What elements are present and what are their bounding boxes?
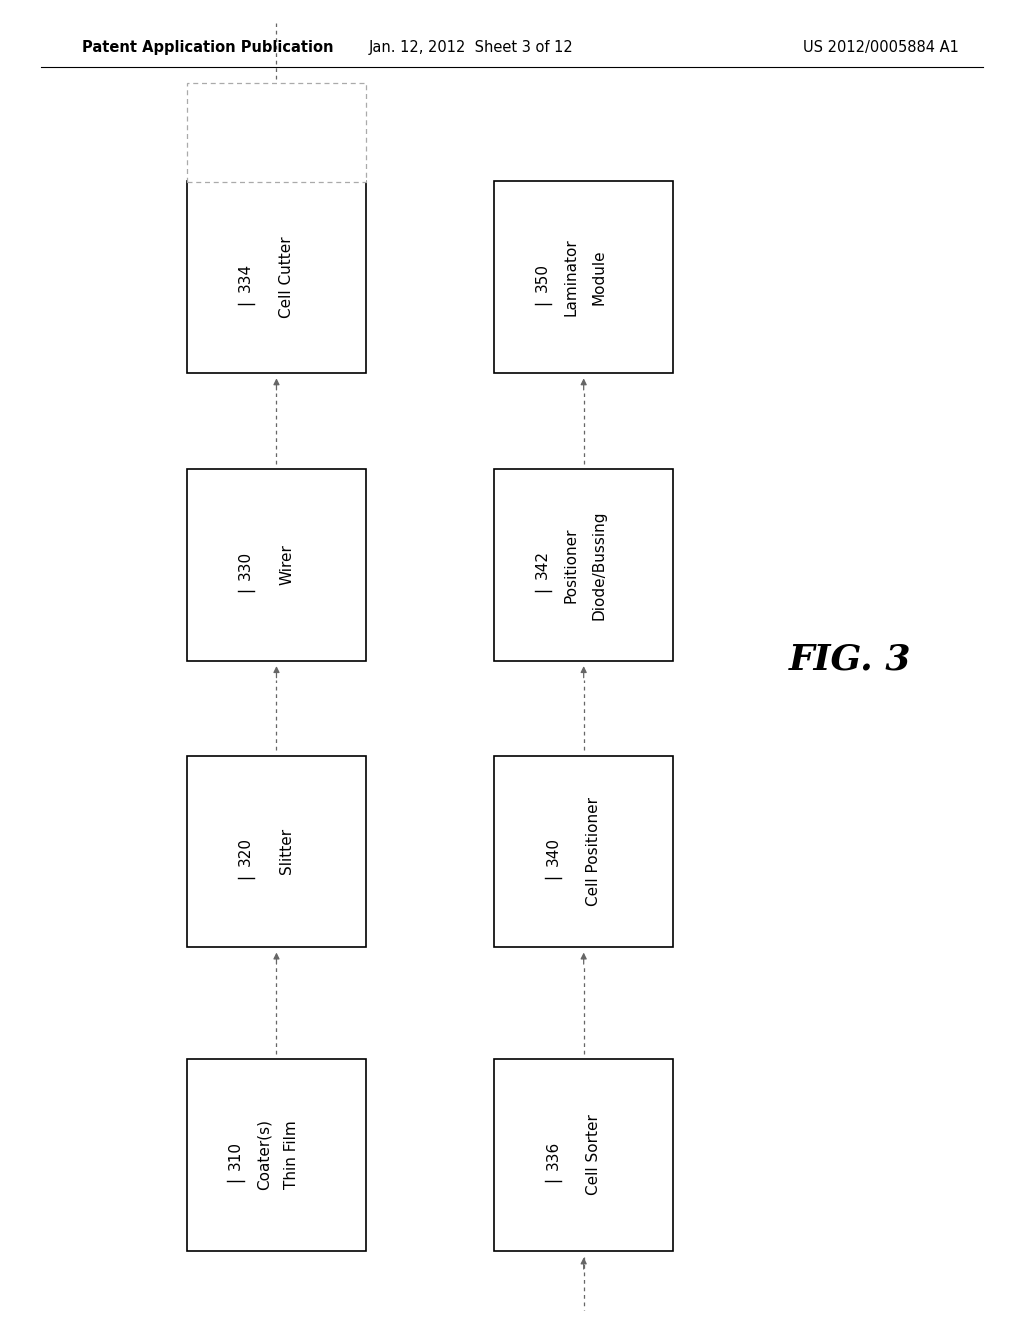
Text: 350: 350 — [536, 263, 550, 292]
Text: FIG. 3: FIG. 3 — [788, 643, 911, 677]
Text: Thin Film: Thin Film — [285, 1121, 299, 1189]
Bar — [494, 755, 674, 948]
Text: 330: 330 — [239, 550, 253, 579]
Text: 342: 342 — [536, 550, 550, 579]
Bar — [187, 1059, 367, 1251]
Text: Cell Cutter: Cell Cutter — [280, 236, 294, 318]
Text: 334: 334 — [239, 263, 253, 292]
Text: Positioner: Positioner — [564, 527, 579, 603]
Text: 310: 310 — [228, 1140, 243, 1170]
Bar — [494, 181, 674, 372]
Bar — [494, 470, 674, 661]
Bar — [187, 181, 367, 372]
Text: Laminator: Laminator — [564, 239, 579, 315]
Text: Module: Module — [592, 249, 606, 305]
Bar — [187, 755, 367, 948]
Bar — [494, 1059, 674, 1251]
Text: Wirer: Wirer — [280, 545, 294, 585]
Text: Cell Sorter: Cell Sorter — [587, 1114, 601, 1196]
Text: 336: 336 — [546, 1140, 560, 1170]
Text: 320: 320 — [239, 837, 253, 866]
Bar — [187, 470, 367, 661]
Text: Patent Application Publication: Patent Application Publication — [82, 40, 334, 55]
Bar — [187, 82, 367, 181]
Text: Coater(s): Coater(s) — [257, 1119, 271, 1191]
Text: Cell Positioner: Cell Positioner — [587, 797, 601, 906]
Text: Jan. 12, 2012  Sheet 3 of 12: Jan. 12, 2012 Sheet 3 of 12 — [369, 40, 573, 55]
Text: Slitter: Slitter — [280, 829, 294, 874]
Text: Diode/Bussing: Diode/Bussing — [592, 511, 606, 619]
Text: 340: 340 — [546, 837, 560, 866]
Text: US 2012/0005884 A1: US 2012/0005884 A1 — [803, 40, 958, 55]
